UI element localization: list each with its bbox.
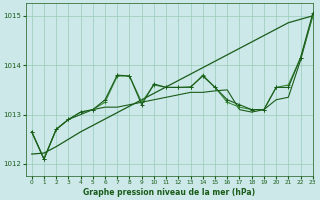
X-axis label: Graphe pression niveau de la mer (hPa): Graphe pression niveau de la mer (hPa) — [83, 188, 255, 197]
